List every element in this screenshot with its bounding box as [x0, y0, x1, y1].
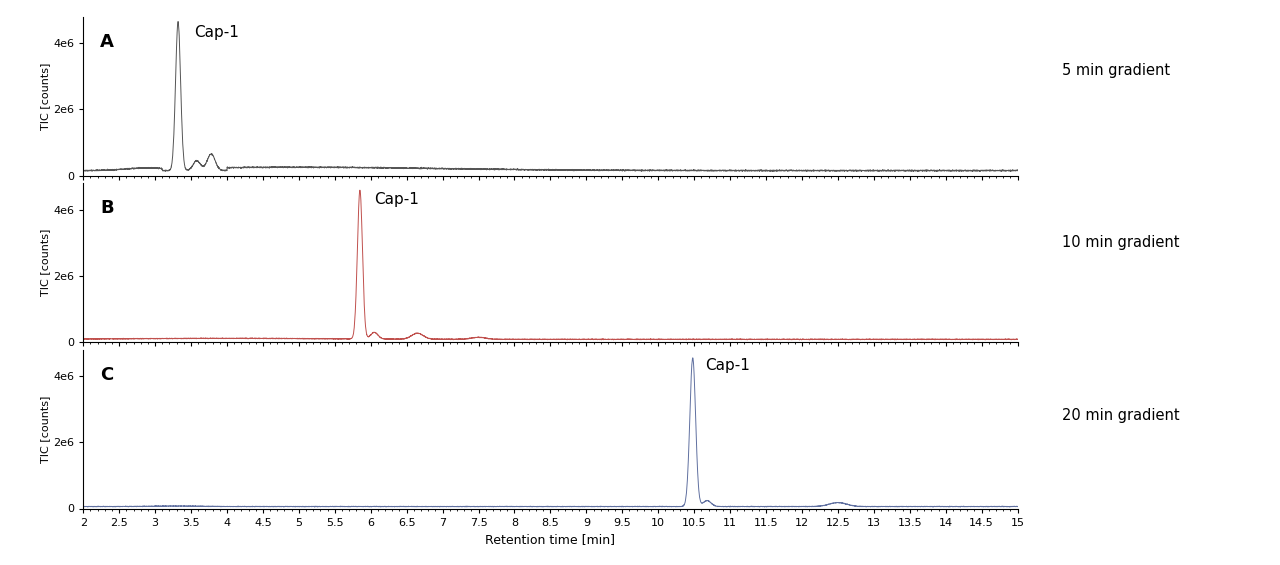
Text: 20 min gradient: 20 min gradient — [1062, 408, 1180, 423]
Text: 10 min gradient: 10 min gradient — [1062, 236, 1180, 250]
Text: C: C — [100, 366, 113, 384]
Y-axis label: TIC [counts]: TIC [counts] — [41, 229, 50, 297]
Text: Cap-1: Cap-1 — [195, 25, 239, 40]
Text: B: B — [100, 199, 114, 218]
Text: Cap-1: Cap-1 — [705, 358, 750, 373]
Text: 5 min gradient: 5 min gradient — [1062, 63, 1170, 78]
Text: Cap-1: Cap-1 — [374, 192, 419, 207]
Y-axis label: TIC [counts]: TIC [counts] — [41, 63, 50, 130]
Text: A: A — [100, 33, 114, 51]
X-axis label: Retention time [min]: Retention time [min] — [485, 533, 616, 546]
Y-axis label: TIC [counts]: TIC [counts] — [41, 396, 50, 463]
